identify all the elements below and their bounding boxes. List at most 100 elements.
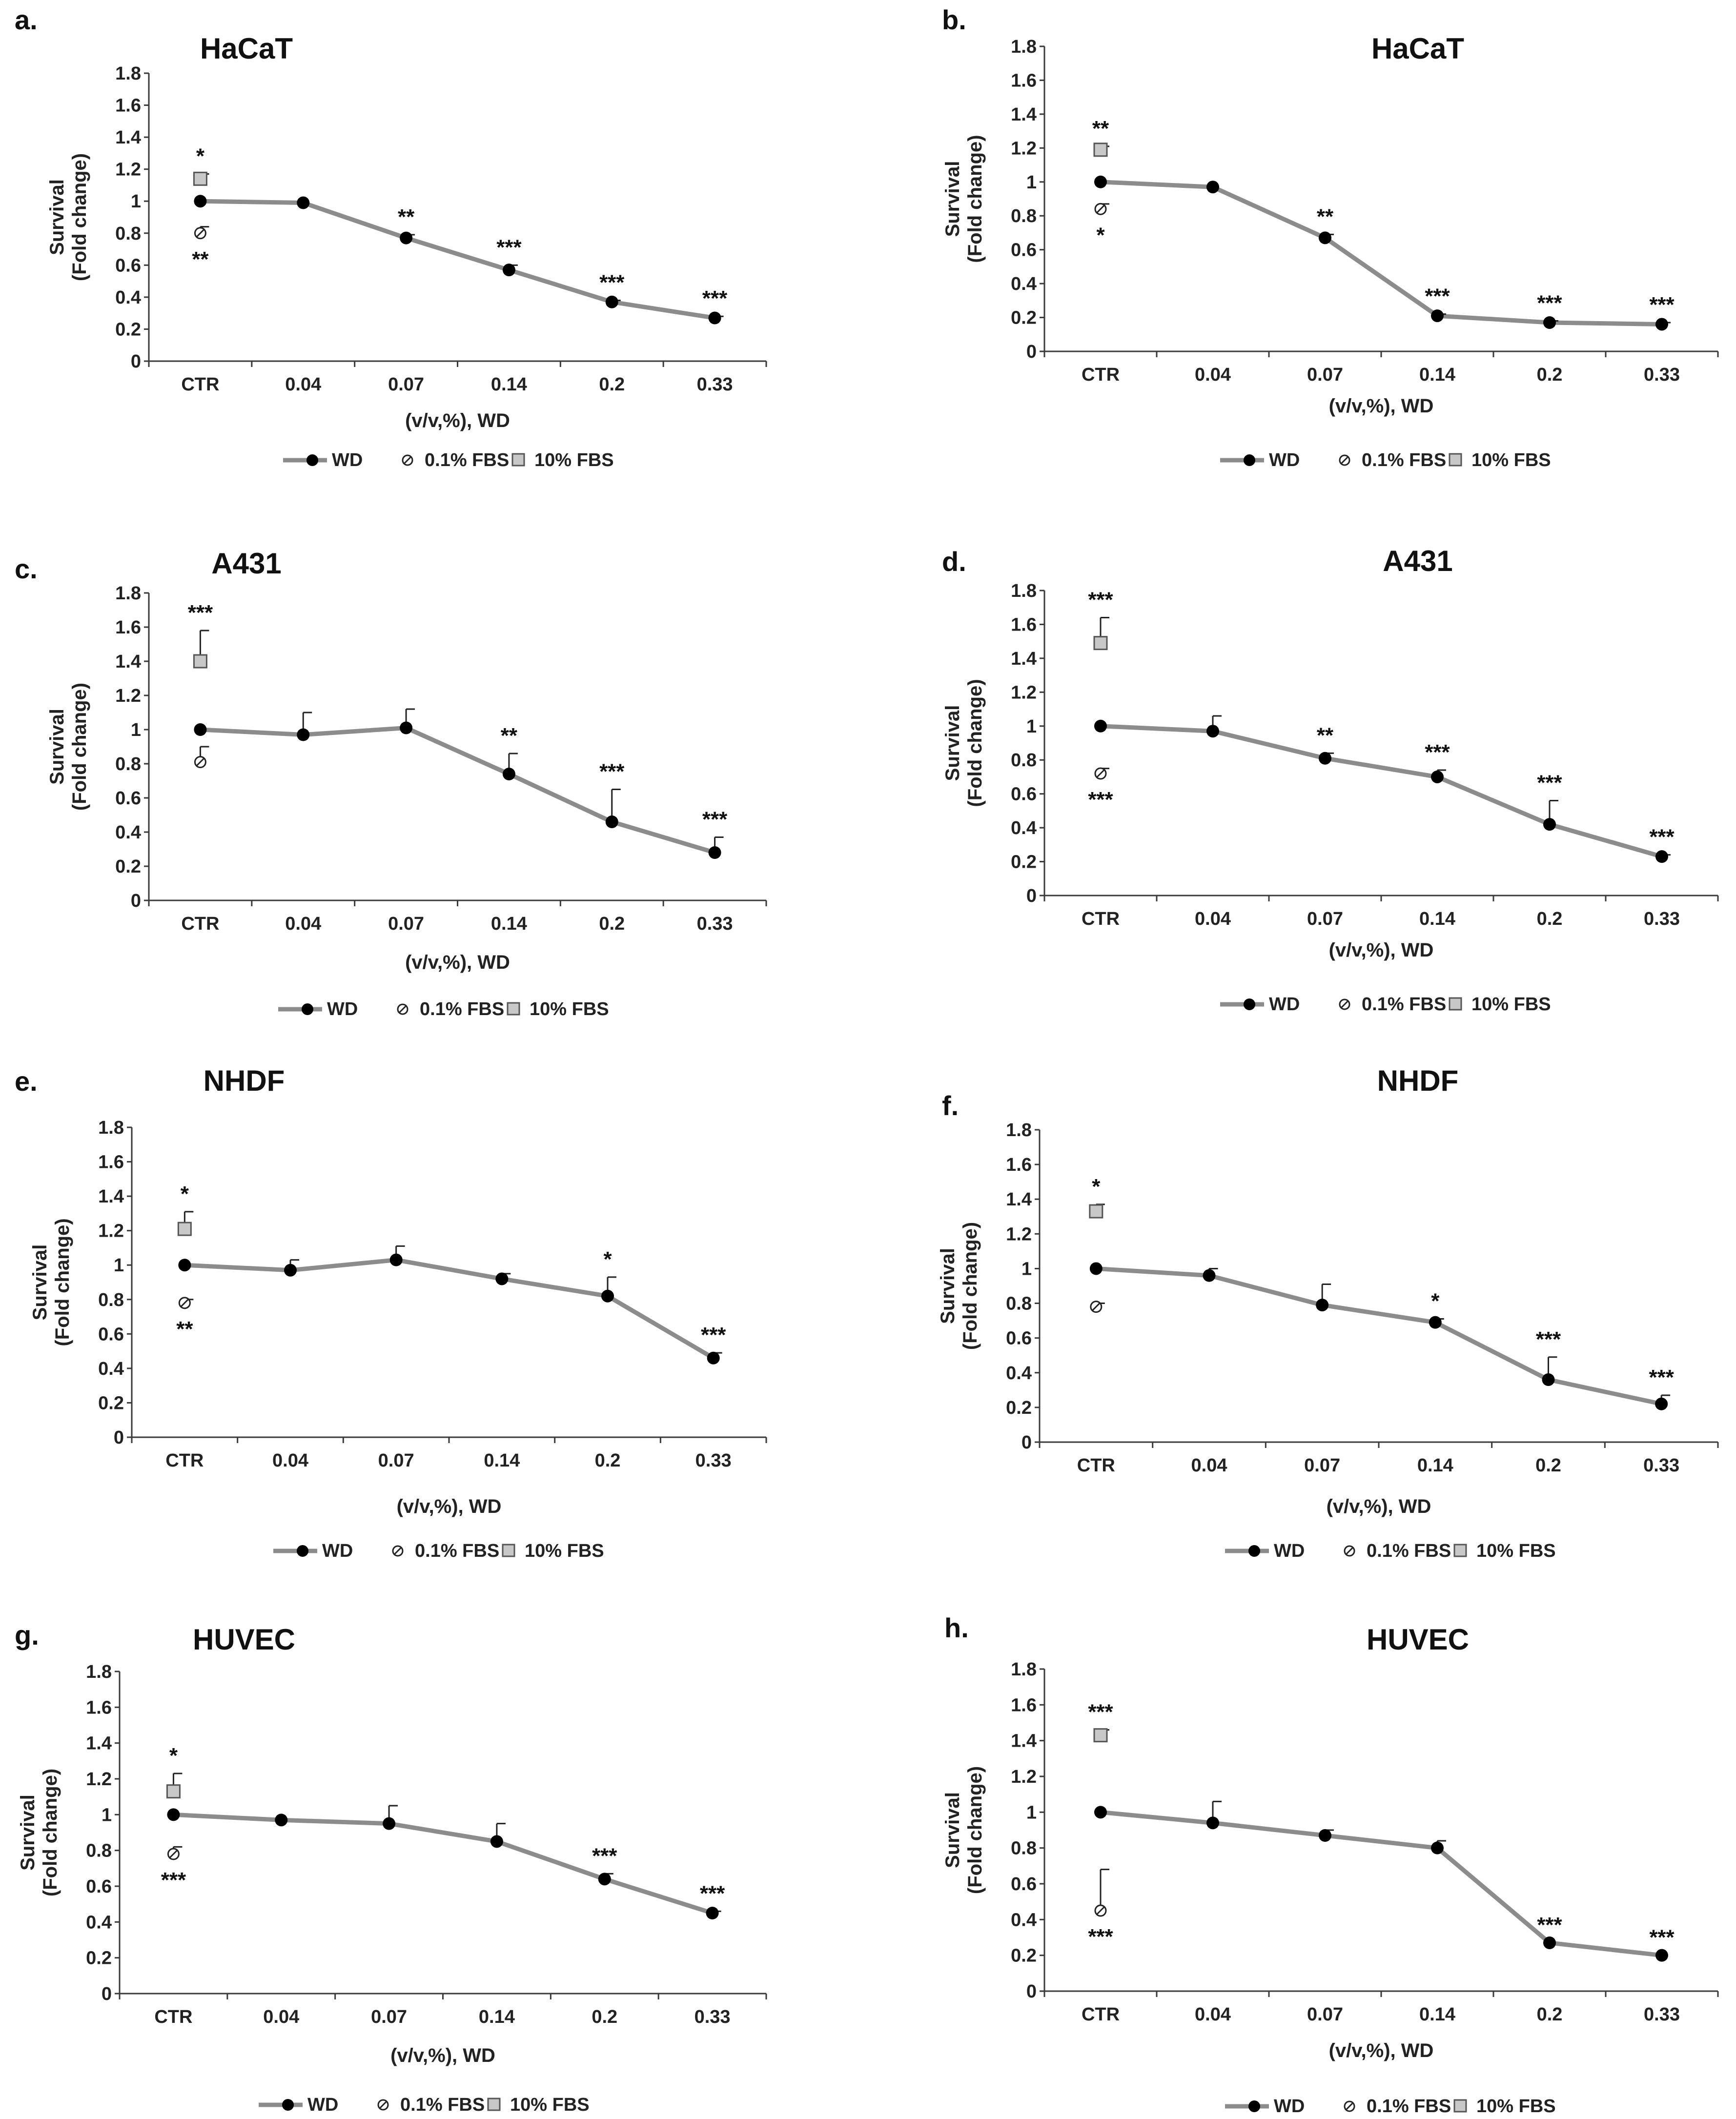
legend-label-10fbs: 10% FBS xyxy=(1476,2096,1556,2117)
significance-stars: *** xyxy=(1649,1926,1675,1950)
significance-stars: *** xyxy=(1537,771,1562,795)
y-tick-label: 0.6 xyxy=(115,255,141,276)
chart-panel-b: b. HaCaT 0 0.2 0.4 0.6 0.8 1 1.2 1.4 1.6 1.8 CTR 0.04… xyxy=(942,4,1719,470)
hatch-mark xyxy=(379,2101,387,2109)
x-tick-label: 0.33 xyxy=(697,914,733,934)
data-point-wd xyxy=(1655,1397,1668,1410)
legend-marker-wd xyxy=(1244,454,1255,466)
legend-label-wd: WD xyxy=(1274,2096,1305,2117)
data-point-wd xyxy=(1431,1841,1444,1854)
significance-stars: * xyxy=(603,1247,612,1271)
significance-stars: ** xyxy=(1092,117,1109,141)
legend-marker-wd xyxy=(1244,998,1255,1010)
significance-stars: ** xyxy=(501,724,518,748)
legend-label-10fbs: 10% FBS xyxy=(525,1541,604,1561)
y-tick-label: 0.6 xyxy=(1011,1874,1037,1895)
data-point-wd xyxy=(1431,770,1444,783)
legend-marker-wd xyxy=(1248,1545,1260,1557)
hatch-mark xyxy=(404,456,411,464)
y-tick-label: 1.6 xyxy=(115,617,141,638)
significance-stars: *** xyxy=(1537,1913,1562,1937)
hatch-mark xyxy=(181,1299,189,1307)
x-tick-label: 0.14 xyxy=(1417,1455,1453,1476)
significance-stars: * xyxy=(181,1182,189,1206)
y-tick-label: 0.4 xyxy=(1011,818,1037,838)
y-tick-label: 1 xyxy=(102,1805,112,1825)
data-point-wd xyxy=(275,1813,288,1827)
legend-label-01fbs: 0.1% FBS xyxy=(1367,1541,1451,1561)
y-tick-label: 1.4 xyxy=(115,652,141,672)
y-axis-label-line2: (Fold change) xyxy=(40,1769,61,1896)
significance-stars: * xyxy=(1431,1289,1440,1313)
x-tick-label: CTR xyxy=(1077,1455,1115,1476)
series-line-wd xyxy=(1096,1266,1662,1406)
significance-stars: * xyxy=(169,1744,178,1768)
data-point-wd xyxy=(297,196,310,209)
chart-panel-f: f. NHDF 0 0.2 0.4 0.6 0.8 1 1.2 1.4 1.6 1.8 CTR 0.04 0… xyxy=(937,1064,1719,1561)
y-tick-label: 0.4 xyxy=(98,1359,124,1379)
legend-marker-10fbs xyxy=(487,2098,501,2111)
significance-stars: *** xyxy=(1649,825,1675,849)
data-point-wd xyxy=(167,1808,180,1821)
x-tick-label: 0.07 xyxy=(371,2007,407,2027)
y-tick-label: 1.2 xyxy=(115,686,141,706)
data-point-wd xyxy=(297,728,310,741)
y-tick-label: 0.2 xyxy=(115,319,141,340)
legend-label-wd: WD xyxy=(327,999,358,1019)
series-line-wd xyxy=(200,726,715,855)
legend-label-10fbs: 10% FBS xyxy=(534,450,614,470)
x-tick-label: 0.07 xyxy=(1304,1455,1340,1476)
legend-label-wd: WD xyxy=(1274,1541,1305,1561)
y-axis-label: Survival (Fold change) xyxy=(942,1766,986,1894)
hatch-mark xyxy=(1096,769,1105,778)
hatch-mark xyxy=(169,1850,178,1858)
significance-stars: ** xyxy=(176,1317,193,1341)
legend-marker-10fbs xyxy=(502,1544,515,1557)
x-tick-label: CTR xyxy=(1082,365,1120,385)
significance-stars: *** xyxy=(592,1844,617,1868)
legend-label-01fbs: 0.1% FBS xyxy=(1362,450,1446,470)
data-point-wd xyxy=(1206,1816,1219,1830)
y-tick-label: 0.2 xyxy=(86,1948,112,1969)
y-tick-label: 1.2 xyxy=(115,160,141,180)
legend-label-wd: WD xyxy=(307,2095,338,2115)
y-tick-label: 1.4 xyxy=(98,1186,124,1207)
data-point-10fbs xyxy=(166,1784,181,1799)
data-point-wd xyxy=(1543,316,1556,329)
hatch-mark xyxy=(196,229,204,237)
y-axis-label-line2: (Fold change) xyxy=(964,135,986,263)
y-tick-label: 0.2 xyxy=(1011,1946,1037,1966)
y-tick-label: 1.6 xyxy=(1011,1695,1037,1715)
legend-marker-10fbs xyxy=(1449,997,1462,1011)
x-tick-label: 0.33 xyxy=(1644,365,1680,385)
y-tick-label: 1.6 xyxy=(1011,614,1037,635)
y-tick-label: 0 xyxy=(131,351,141,372)
data-point-wd xyxy=(1543,1936,1556,1949)
x-tick-label: 0.2 xyxy=(599,374,625,395)
data-point-wd xyxy=(383,1817,396,1830)
legend-marker-wd xyxy=(1248,2100,1260,2112)
legend-label-01fbs: 0.1% FBS xyxy=(400,2095,485,2115)
panel-letter: d. xyxy=(942,546,966,577)
y-tick-label: 1 xyxy=(131,720,141,740)
legend-marker-10fbs xyxy=(1453,1544,1467,1557)
y-axis-label: Survival (Fold change) xyxy=(942,679,986,807)
x-tick-label: 0.14 xyxy=(484,1450,520,1471)
x-tick-label: 0.14 xyxy=(1419,909,1455,929)
y-tick-label: 1.2 xyxy=(1011,138,1037,159)
data-point-wd xyxy=(194,195,207,208)
data-point-10fbs xyxy=(1089,1204,1103,1219)
significance-stars: *** xyxy=(1088,588,1113,612)
legend-label-10fbs: 10% FBS xyxy=(1476,1541,1556,1561)
y-tick-label: 0 xyxy=(1021,1432,1032,1453)
data-point-wd xyxy=(1206,725,1219,738)
y-tick-label: 1 xyxy=(114,1255,124,1276)
y-tick-label: 0.6 xyxy=(1006,1328,1032,1349)
y-tick-label: 1.2 xyxy=(1011,1767,1037,1787)
significance-stars: *** xyxy=(700,1881,725,1905)
y-axis-label: Survival (Fold change) xyxy=(937,1222,981,1350)
data-point-wd xyxy=(1094,175,1107,188)
y-tick-label: 1.8 xyxy=(86,1662,112,1682)
x-tick-label: 0.07 xyxy=(1307,909,1343,929)
significance-stars: ** xyxy=(1317,723,1334,747)
